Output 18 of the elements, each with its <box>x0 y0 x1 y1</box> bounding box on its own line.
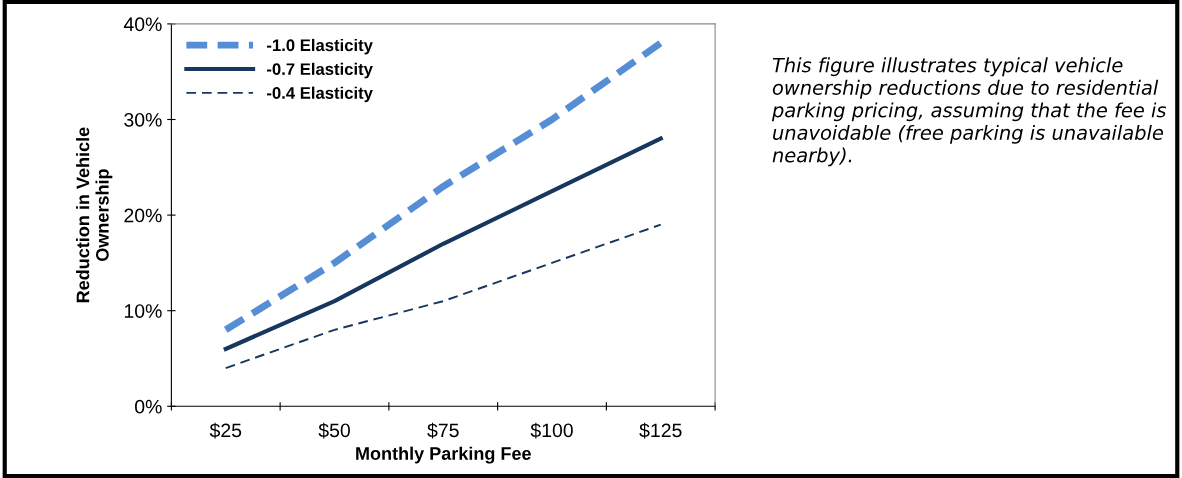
legend-label: -0.4 Elasticity <box>267 86 373 103</box>
x-axis-title: Monthly Parking Fee <box>356 446 531 464</box>
legend-label: -0.7 Elasticity <box>267 62 373 79</box>
line-series <box>223 136 663 352</box>
legend-label: -1.0 Elasticity <box>267 38 373 55</box>
y-axis-title: Reduction in Vehicle Ownership <box>76 127 113 303</box>
text: This figure illustrates typical vehicle ownership reductions due to residential parking pricing, assuming that the fee is unavoidable (free parking is unavailable nearby). <box>771 57 1167 167</box>
x-tick-label: $100 <box>530 422 573 439</box>
x-tick-label: $125 <box>639 422 682 439</box>
y-tick-label: 0% <box>135 399 162 414</box>
y-tick-label: 40% <box>123 17 162 32</box>
y-tick-label: 10% <box>124 304 162 318</box>
x-tick-label: $50 <box>318 422 350 439</box>
x-tick-label: $75 <box>427 422 459 439</box>
y-tick-label: 20% <box>124 208 162 223</box>
line-series <box>224 223 662 370</box>
x-tick-label: $25 <box>209 422 242 439</box>
y-tick-label: 30% <box>124 112 162 127</box>
